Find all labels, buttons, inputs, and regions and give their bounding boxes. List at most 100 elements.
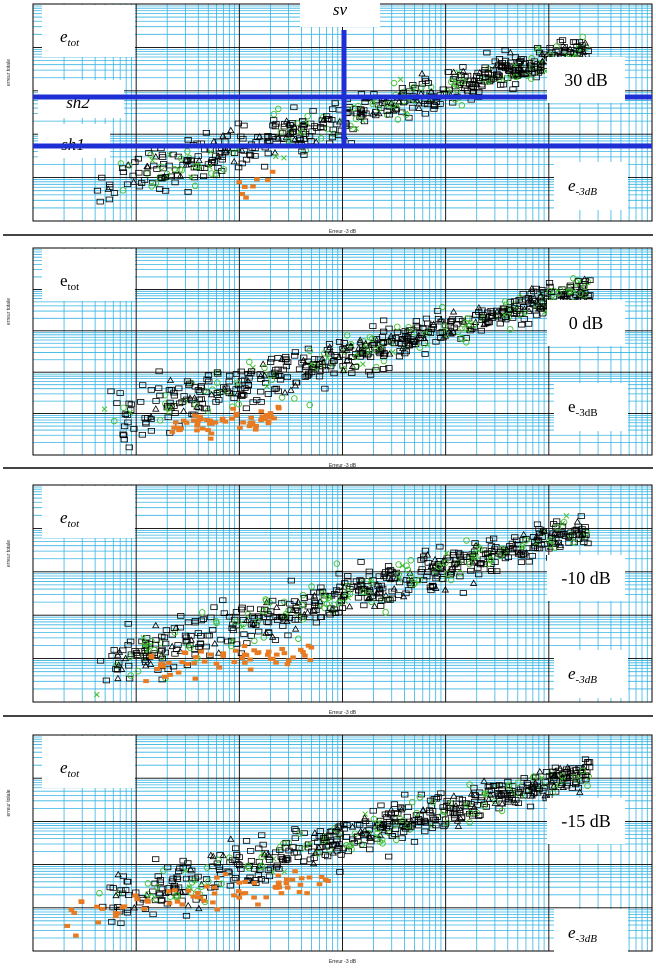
filled-square-marker (247, 420, 254, 425)
square-marker (205, 632, 213, 639)
square-marker (326, 832, 334, 839)
corner-label-box (42, 486, 135, 538)
circle-marker (444, 570, 451, 577)
circle-marker (571, 774, 579, 781)
circle-marker (572, 279, 580, 286)
square-marker (315, 373, 324, 380)
square-marker (175, 868, 183, 875)
square-marker (520, 316, 528, 322)
square-marker (560, 44, 568, 50)
filled-square-marker (172, 888, 178, 893)
square-marker (390, 340, 399, 347)
square-marker (335, 589, 343, 595)
filled-square-marker (166, 901, 173, 906)
triangle-marker (469, 75, 478, 83)
square-marker (232, 371, 241, 377)
circle-marker (203, 864, 211, 871)
triangle-marker (356, 827, 365, 835)
y-axis-label: erreur totale (6, 59, 12, 86)
square-marker (348, 354, 356, 360)
square-marker (495, 72, 503, 79)
square-marker (421, 828, 429, 835)
circle-marker (441, 322, 448, 330)
corner-label: etot (60, 508, 80, 530)
square-marker (272, 849, 280, 856)
circle-marker (416, 344, 424, 351)
square-marker (327, 363, 335, 370)
square-marker (571, 39, 580, 45)
square-marker (519, 67, 528, 73)
square-marker (282, 356, 290, 362)
triangle-marker (538, 57, 547, 65)
square-marker (232, 845, 240, 852)
circle-marker (360, 588, 367, 596)
square-marker (532, 307, 540, 314)
square-marker (365, 820, 374, 827)
snr-label-box (547, 555, 625, 601)
square-marker (401, 350, 409, 357)
filled-square-marker (268, 415, 274, 420)
square-marker (282, 857, 290, 864)
circle-marker (480, 802, 488, 809)
square-marker (356, 577, 364, 583)
square-marker (405, 342, 413, 348)
square-marker (531, 774, 540, 781)
square-marker (281, 616, 289, 623)
square-marker (299, 122, 307, 129)
square-marker (194, 153, 202, 159)
square-marker (581, 535, 589, 542)
square-marker (569, 765, 577, 772)
corner-label: etot (60, 758, 80, 780)
filled-square-marker (212, 420, 219, 425)
circle-marker (324, 125, 331, 133)
square-marker (539, 788, 547, 794)
square-marker (536, 49, 544, 56)
square-marker (131, 648, 139, 654)
x-marker (206, 164, 213, 170)
triangle-marker (456, 806, 465, 813)
square-marker (409, 82, 417, 88)
circle-marker (299, 129, 306, 136)
circle-marker (516, 294, 524, 302)
square-marker (304, 841, 313, 848)
square-marker (184, 860, 192, 866)
square-marker (530, 288, 538, 295)
square-marker (188, 875, 196, 882)
square-marker (421, 547, 429, 554)
circle-marker (369, 100, 376, 108)
square-marker (184, 157, 192, 163)
triangle-marker (262, 629, 270, 636)
circle-marker (462, 339, 470, 346)
triangle-marker (152, 153, 160, 160)
filled-square-marker (229, 416, 235, 421)
square-marker (232, 386, 240, 392)
square-marker (489, 75, 498, 82)
square-marker (329, 126, 337, 133)
square-marker (310, 855, 318, 861)
square-marker (462, 335, 470, 341)
triangle-marker (427, 562, 435, 570)
chart-panel: Erreur -3 dB erreur totale etot 30 dB e-3dB s… (6, 0, 653, 235)
triangle-marker (269, 633, 277, 640)
circle-marker (470, 321, 478, 328)
square-marker (528, 70, 536, 77)
square-marker (169, 151, 177, 158)
square-marker (385, 853, 393, 860)
square-marker (479, 75, 487, 82)
square-marker (275, 866, 283, 872)
square-marker (150, 162, 158, 169)
circle-marker (581, 283, 589, 290)
triangle-marker (399, 592, 408, 600)
square-marker (182, 634, 191, 641)
square-marker (433, 308, 442, 314)
square-marker (308, 369, 316, 376)
square-marker (430, 106, 438, 112)
triangle-marker (438, 564, 446, 571)
filled-square-marker (247, 667, 254, 672)
square-marker (469, 88, 477, 95)
square-marker (110, 190, 119, 196)
square-marker (336, 830, 344, 837)
filled-square-marker (255, 902, 261, 907)
square-marker (210, 604, 218, 611)
square-marker (434, 794, 442, 800)
